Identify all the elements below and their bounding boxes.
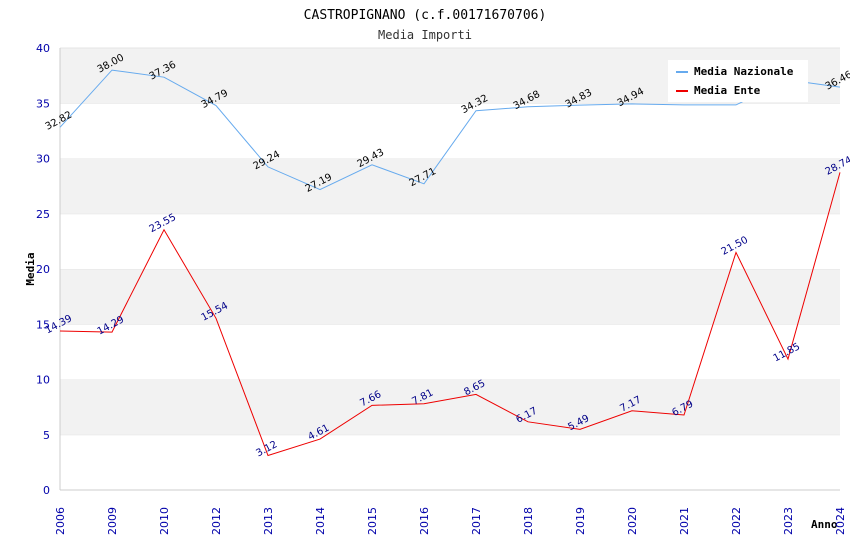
grid-band bbox=[60, 213, 840, 269]
series-line-media-ente bbox=[59, 172, 841, 457]
x-tick-label: 2010 bbox=[158, 507, 171, 535]
x-tick-labels: 2006 2009 2010 2012 2013 2014 2015 2016 2017 2018… bbox=[54, 507, 847, 535]
grid-band bbox=[60, 434, 840, 490]
x-tick-label: 2022 bbox=[730, 507, 743, 535]
x-tick-label: 2024 bbox=[834, 507, 847, 535]
x-tick-label: 2006 bbox=[54, 507, 67, 535]
x-tick-label: 2017 bbox=[470, 507, 483, 535]
y-tick-label: 10 bbox=[36, 374, 50, 387]
grid-band bbox=[60, 324, 840, 380]
chart-axes bbox=[59, 48, 840, 491]
y-tick-label: 35 bbox=[36, 97, 50, 110]
x-tick-label: 2014 bbox=[314, 507, 327, 535]
grid-band bbox=[60, 269, 840, 325]
x-axis-label: Anno bbox=[811, 518, 838, 531]
y-tick-labels: 0 5 10 15 20 25 30 35 40 bbox=[36, 42, 50, 497]
x-tick-label: 2012 bbox=[210, 507, 223, 535]
legend: Media Nazionale Media Ente bbox=[668, 60, 808, 102]
y-tick-label: 30 bbox=[36, 153, 50, 166]
y-axis-label: Media bbox=[24, 252, 37, 285]
x-tick-label: 2016 bbox=[418, 507, 431, 535]
legend-box bbox=[668, 60, 808, 102]
y-tick-label: 40 bbox=[36, 42, 50, 55]
y-tick-label: 20 bbox=[36, 263, 50, 276]
x-tick-label: 2015 bbox=[366, 507, 379, 535]
chart-subtitle: Media Importi bbox=[378, 28, 472, 42]
grid-bands bbox=[60, 47, 840, 490]
grid-band bbox=[60, 158, 840, 214]
grid-band bbox=[60, 103, 840, 159]
legend-label-media-ente: Media Ente bbox=[694, 84, 761, 97]
x-tick-label: 2019 bbox=[574, 507, 587, 535]
x-tick-label: 2013 bbox=[262, 507, 275, 535]
series-lines bbox=[59, 69, 841, 457]
x-tick-label: 2023 bbox=[782, 507, 795, 535]
y-tick-label: 0 bbox=[43, 484, 50, 497]
y-tick-label: 25 bbox=[36, 208, 50, 221]
y-tick-label: 5 bbox=[43, 429, 50, 442]
series-line-media-nazionale bbox=[59, 69, 841, 191]
legend-label-media-nazionale: Media Nazionale bbox=[694, 65, 794, 78]
x-tick-label: 2018 bbox=[522, 507, 535, 535]
x-tick-label: 2020 bbox=[626, 507, 639, 535]
grid-band bbox=[60, 379, 840, 435]
chart-title: CASTROPIGNANO (c.f.00171670706) bbox=[304, 8, 547, 23]
x-tick-label: 2009 bbox=[106, 507, 119, 535]
x-tick-label: 2021 bbox=[678, 507, 691, 535]
y-tick-label: 15 bbox=[36, 318, 50, 331]
